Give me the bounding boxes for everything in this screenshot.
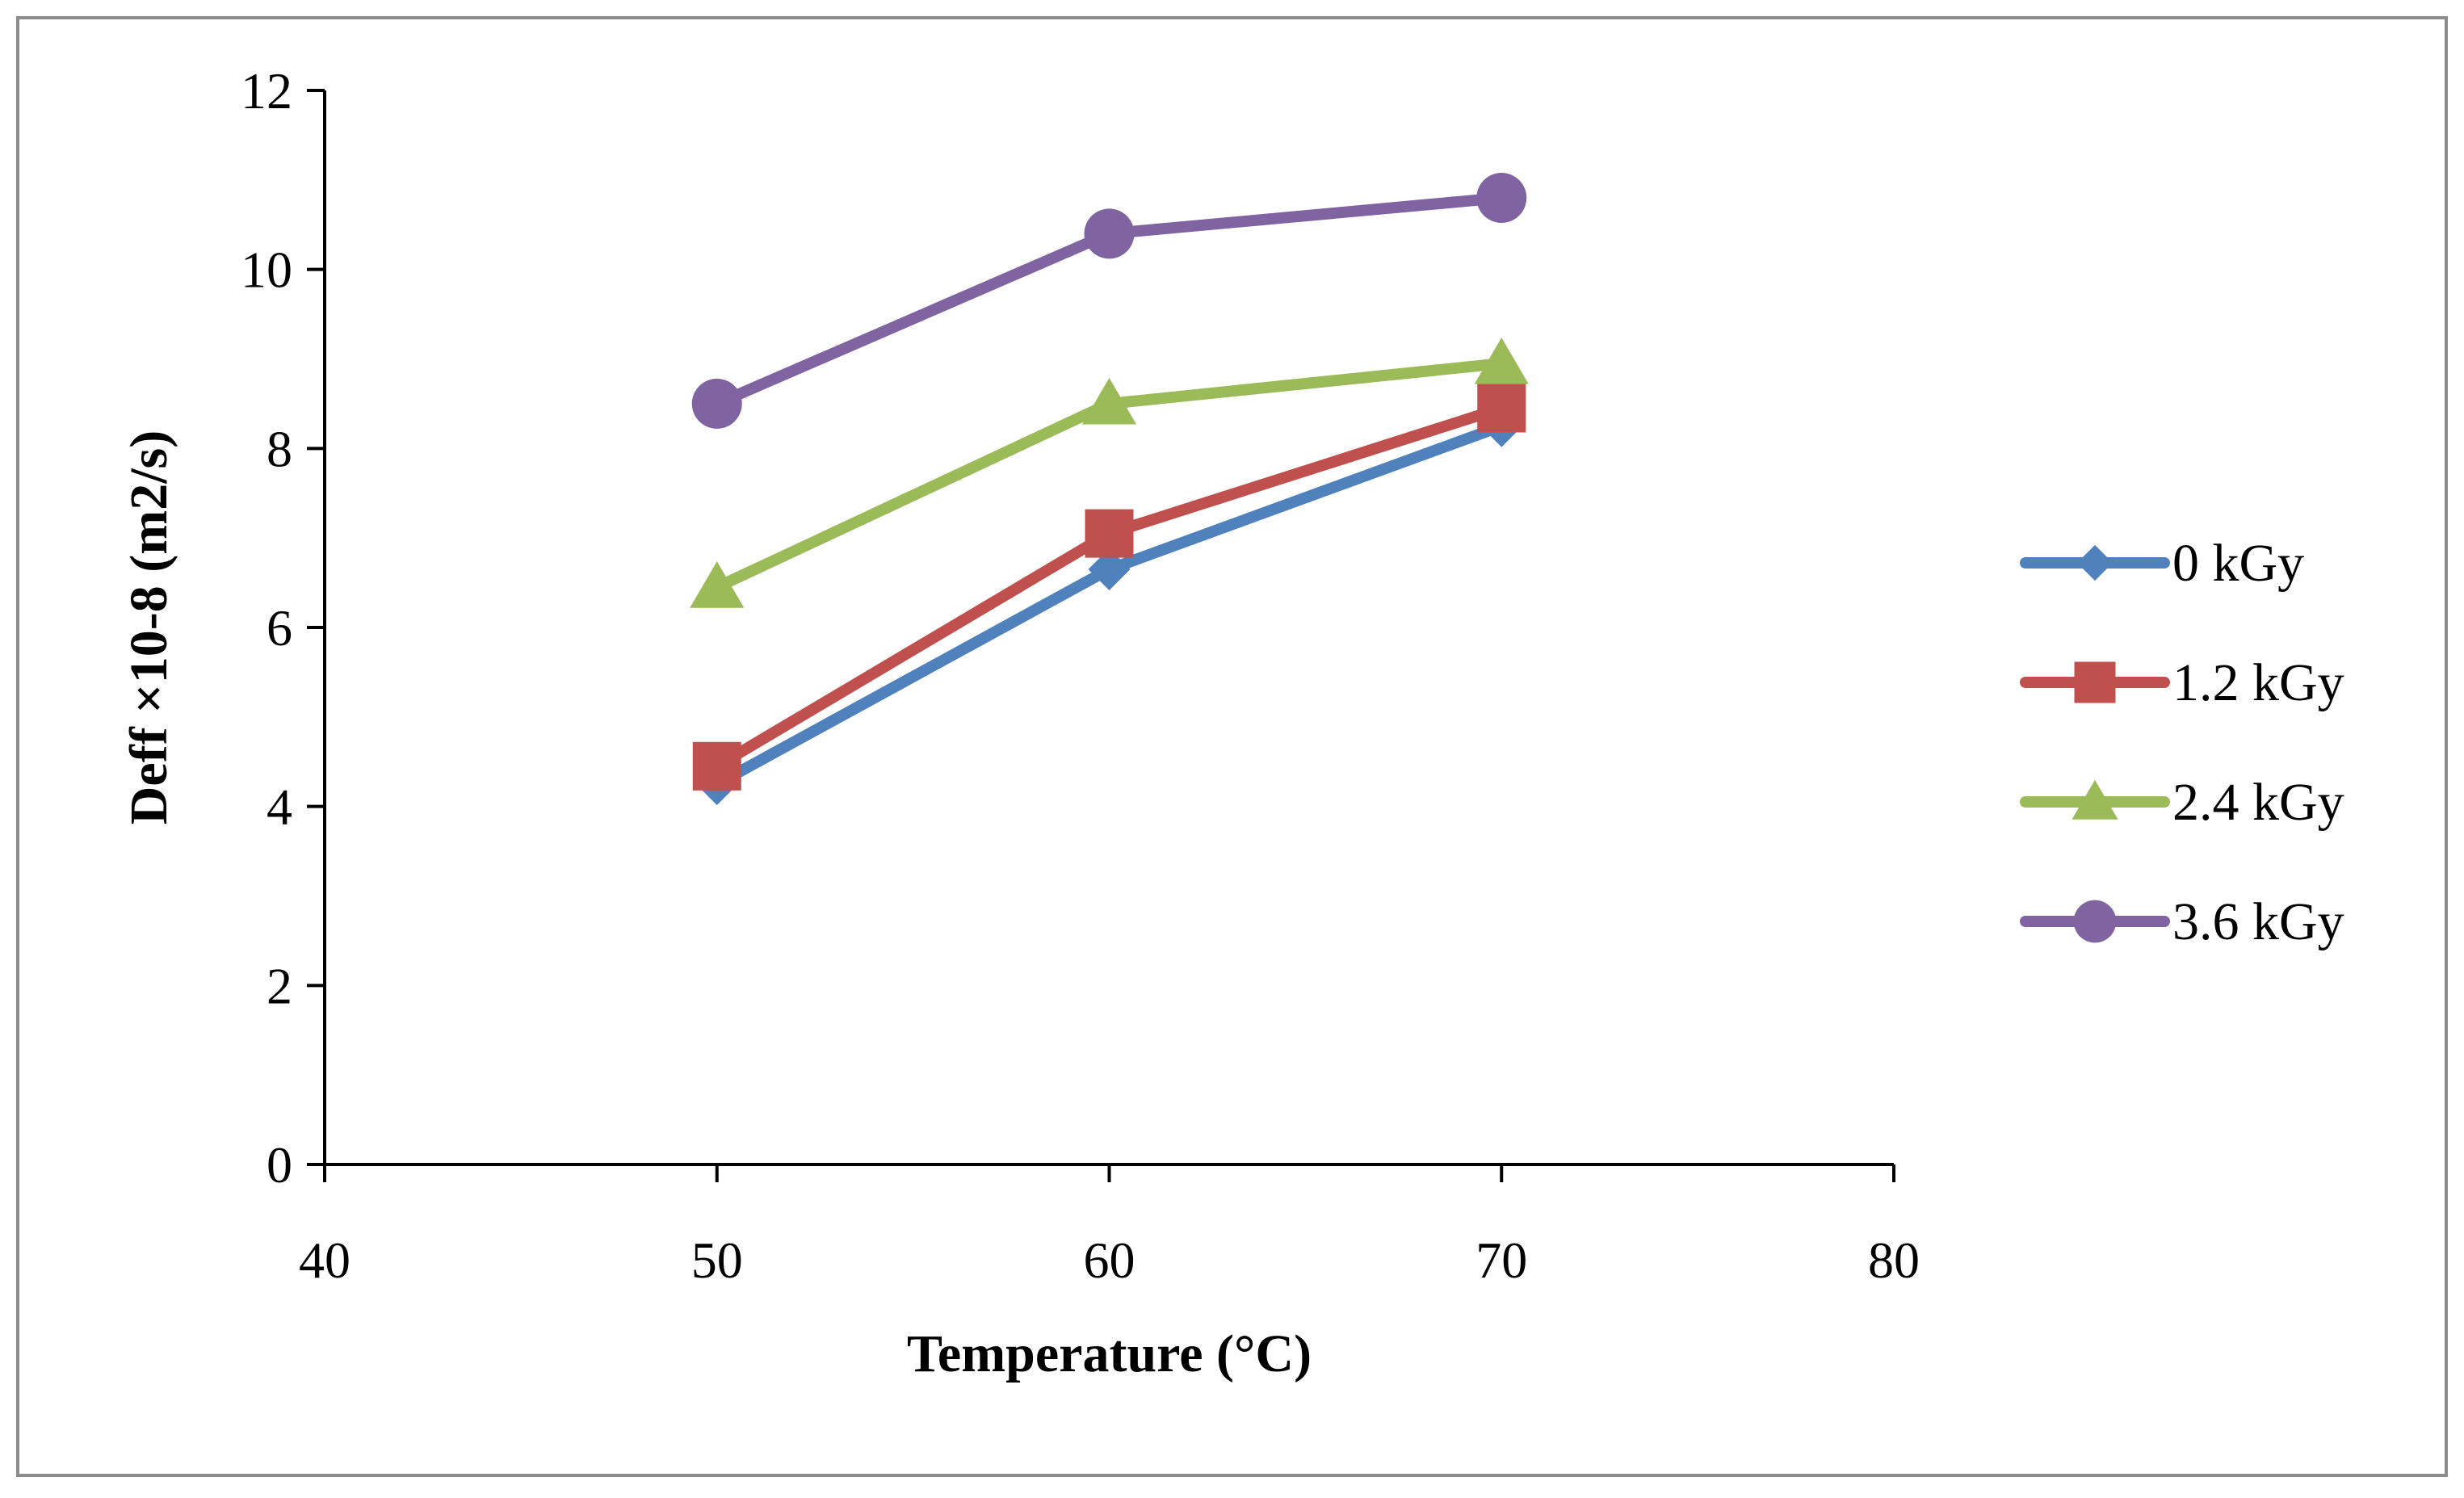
x-axis-title: Temperature (°C) — [907, 1324, 1312, 1383]
x-tick-label: 50 — [691, 1232, 743, 1289]
y-axis-title: Deff ×10-8 (m2/s) — [120, 430, 178, 825]
data-point — [1476, 173, 1527, 223]
series-2 — [690, 338, 1529, 608]
data-point — [690, 561, 745, 608]
x-tick-label: 40 — [299, 1232, 351, 1289]
series-0 — [695, 405, 1523, 805]
legend-entry: 0 kGy — [2020, 534, 2304, 593]
legend-marker — [2073, 900, 2117, 943]
legend-label: 0 kGy — [2172, 534, 2304, 593]
series-line — [711, 420, 1508, 790]
x-tick-label: 60 — [1084, 1232, 1135, 1289]
y-tick-label: 4 — [267, 778, 292, 836]
legend-entry: 2.4 kGy — [2020, 773, 2344, 832]
data-point — [1081, 377, 1137, 425]
data-point — [691, 378, 742, 429]
legend-marker — [2076, 544, 2113, 581]
data-point — [1084, 208, 1135, 259]
y-tick-label: 0 — [267, 1136, 292, 1194]
y-tick-label: 12 — [241, 62, 292, 120]
legend-label: 3.6 kGy — [2172, 892, 2344, 951]
legend-label: 2.4 kGy — [2172, 773, 2344, 832]
chart-frame — [16, 16, 2448, 1477]
legend-label: 1.2 kGy — [2172, 653, 2344, 712]
x-tick-label: 70 — [1475, 1232, 1527, 1289]
legend-entry: 1.2 kGy — [2020, 653, 2344, 712]
legend: 0 kGy 1.2 kGy 2.4 kGy 3.6 kGy — [2020, 534, 2344, 951]
data-point — [1474, 338, 1529, 384]
series-3 — [691, 173, 1527, 429]
series-layer — [690, 173, 1529, 805]
data-point — [1477, 384, 1526, 433]
x-tick-label: 80 — [1868, 1232, 1920, 1289]
legend-entry: 3.6 kGy — [2020, 892, 2344, 951]
legend-marker — [2072, 779, 2118, 820]
series-1 — [692, 384, 1526, 791]
y-tick-label: 10 — [241, 241, 292, 299]
data-point — [1088, 548, 1131, 590]
y-tick-label: 2 — [267, 957, 292, 1014]
y-tick-label: 6 — [267, 599, 292, 657]
legend-marker — [2074, 661, 2116, 703]
axes: 0 2 4 6 8 10 12 40 50 60 70 80 — [241, 62, 1920, 1289]
y-tick-label: 8 — [267, 420, 292, 477]
data-point — [692, 741, 741, 791]
data-point — [1085, 509, 1134, 558]
